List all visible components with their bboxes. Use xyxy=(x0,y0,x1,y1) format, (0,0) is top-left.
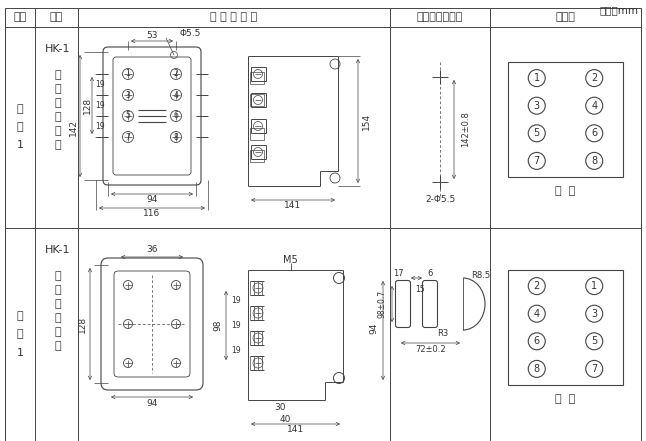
Text: 5: 5 xyxy=(125,112,130,120)
Text: 1: 1 xyxy=(125,70,130,78)
Text: 3: 3 xyxy=(591,309,598,319)
Text: 前  视: 前 视 xyxy=(556,186,576,196)
Bar xyxy=(250,94,264,106)
Text: 线: 线 xyxy=(55,341,61,351)
Text: 4: 4 xyxy=(534,309,540,319)
Text: 7: 7 xyxy=(534,156,540,166)
Text: 2-Φ5.5: 2-Φ5.5 xyxy=(425,195,455,205)
Text: 128: 128 xyxy=(83,97,92,114)
Text: 线: 线 xyxy=(55,140,61,150)
Text: 4: 4 xyxy=(174,90,178,100)
Text: 19: 19 xyxy=(231,321,241,330)
Text: 背  视: 背 视 xyxy=(556,394,576,404)
Text: 15: 15 xyxy=(415,284,425,294)
Text: 72±0.2: 72±0.2 xyxy=(415,345,446,355)
Text: 141: 141 xyxy=(284,202,302,210)
Text: 6: 6 xyxy=(534,336,540,346)
Text: 附: 附 xyxy=(17,311,23,321)
Text: 116: 116 xyxy=(143,209,161,218)
Bar xyxy=(508,270,623,385)
Text: 4: 4 xyxy=(591,101,598,111)
Text: 17: 17 xyxy=(393,269,403,277)
Text: 2: 2 xyxy=(534,281,540,291)
Text: 凸: 凸 xyxy=(55,271,61,281)
Text: 凸: 凸 xyxy=(55,70,61,80)
Text: 3: 3 xyxy=(534,101,540,111)
Text: 53: 53 xyxy=(146,31,158,41)
Text: 98±0.7: 98±0.7 xyxy=(377,290,386,318)
Text: 式: 式 xyxy=(55,299,61,309)
Text: 1: 1 xyxy=(17,348,23,358)
Text: HK-1: HK-1 xyxy=(45,245,71,255)
Text: 6: 6 xyxy=(427,269,433,277)
Text: 式: 式 xyxy=(55,98,61,108)
Text: 154: 154 xyxy=(362,112,371,130)
Text: 8: 8 xyxy=(591,156,598,166)
Text: 5: 5 xyxy=(591,336,598,346)
Text: 图: 图 xyxy=(17,123,23,132)
Text: 8: 8 xyxy=(534,364,540,374)
Text: 1: 1 xyxy=(591,281,598,291)
Text: HK-1: HK-1 xyxy=(45,44,71,54)
Text: 94: 94 xyxy=(370,322,379,334)
Text: 7: 7 xyxy=(125,132,130,142)
Text: 2: 2 xyxy=(591,73,598,83)
Text: 98: 98 xyxy=(213,320,222,331)
Text: 安装开孔尺寸图: 安装开孔尺寸图 xyxy=(417,12,463,22)
Text: 单位：mm: 单位：mm xyxy=(599,5,638,15)
Text: 图: 图 xyxy=(17,329,23,340)
Text: 前: 前 xyxy=(55,112,61,122)
Text: 94: 94 xyxy=(146,399,158,407)
Text: 30: 30 xyxy=(275,404,286,412)
Text: M5: M5 xyxy=(283,255,298,265)
Text: 142: 142 xyxy=(68,119,78,136)
Text: 接: 接 xyxy=(55,126,61,136)
Text: 3: 3 xyxy=(125,90,130,100)
Text: 结构: 结构 xyxy=(50,12,63,22)
Text: 1: 1 xyxy=(534,73,540,83)
Text: 40: 40 xyxy=(280,415,291,425)
Text: 接: 接 xyxy=(55,327,61,337)
Text: 128: 128 xyxy=(78,315,87,333)
Text: 19: 19 xyxy=(95,122,105,131)
Text: 出: 出 xyxy=(55,84,61,94)
Bar xyxy=(508,62,623,177)
Text: R3: R3 xyxy=(437,329,448,337)
Text: 外 形 尺 寸 图: 外 形 尺 寸 图 xyxy=(211,12,258,22)
Bar xyxy=(250,150,264,162)
Text: 端子图: 端子图 xyxy=(556,12,576,22)
Text: 19: 19 xyxy=(95,80,105,89)
Text: 2: 2 xyxy=(174,70,178,78)
Text: R8.5: R8.5 xyxy=(472,270,490,280)
Text: 出: 出 xyxy=(55,285,61,295)
Bar xyxy=(250,72,264,84)
Text: 图号: 图号 xyxy=(14,12,26,22)
Text: 后: 后 xyxy=(55,313,61,323)
Text: 141: 141 xyxy=(287,426,304,434)
Text: 6: 6 xyxy=(591,128,598,138)
Text: 1: 1 xyxy=(17,141,23,150)
Text: 6: 6 xyxy=(174,112,178,120)
Text: 142±0.8: 142±0.8 xyxy=(461,112,470,147)
Text: 附: 附 xyxy=(17,105,23,115)
Bar xyxy=(250,128,264,140)
Text: 8: 8 xyxy=(174,132,178,142)
Text: 5: 5 xyxy=(534,128,540,138)
Text: 19: 19 xyxy=(231,346,241,355)
Text: 94: 94 xyxy=(146,195,158,205)
Text: 36: 36 xyxy=(146,246,158,254)
Text: 19: 19 xyxy=(95,101,105,110)
Text: 7: 7 xyxy=(591,364,598,374)
Text: Φ5.5: Φ5.5 xyxy=(180,30,201,38)
Text: 19: 19 xyxy=(231,296,241,305)
